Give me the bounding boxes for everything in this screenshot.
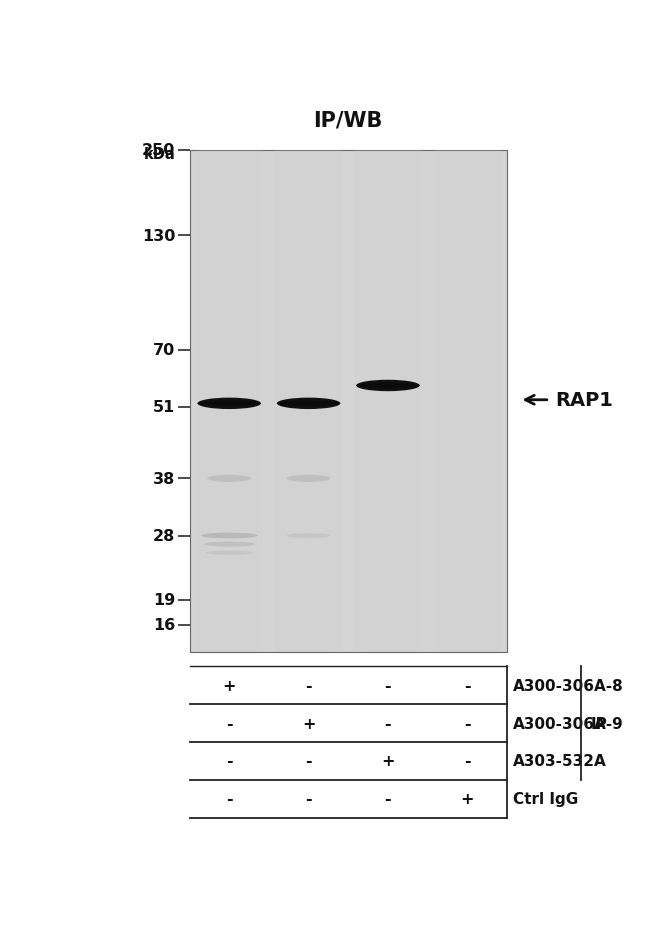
Ellipse shape <box>356 380 420 392</box>
Bar <box>205 150 221 653</box>
Ellipse shape <box>203 542 255 547</box>
Bar <box>348 150 364 653</box>
Text: IP: IP <box>591 716 607 730</box>
Text: +: + <box>381 754 395 768</box>
Ellipse shape <box>356 385 420 387</box>
Text: -: - <box>226 716 233 730</box>
Ellipse shape <box>198 402 261 405</box>
Text: 250: 250 <box>142 143 176 158</box>
Text: -: - <box>464 716 471 730</box>
Ellipse shape <box>205 551 253 555</box>
Bar <box>475 150 491 653</box>
Text: IP/WB: IP/WB <box>313 110 383 131</box>
Text: +: + <box>302 716 315 730</box>
Ellipse shape <box>277 402 341 405</box>
Ellipse shape <box>198 400 261 407</box>
Bar <box>317 150 332 653</box>
Bar <box>428 150 443 653</box>
Bar <box>332 150 348 653</box>
Ellipse shape <box>201 533 258 539</box>
Bar <box>354 150 422 653</box>
Text: 51: 51 <box>153 400 176 415</box>
Text: Ctrl IgG: Ctrl IgG <box>513 792 578 806</box>
Text: A300-306A-9: A300-306A-9 <box>513 716 624 730</box>
Text: -: - <box>306 678 312 693</box>
Bar <box>269 150 285 653</box>
Bar <box>190 150 507 653</box>
Text: +: + <box>460 792 474 806</box>
Ellipse shape <box>277 399 341 410</box>
Bar <box>196 150 263 653</box>
Text: 19: 19 <box>153 592 176 608</box>
Text: -: - <box>385 716 391 730</box>
Text: A300-306A-8: A300-306A-8 <box>513 678 624 693</box>
Text: -: - <box>464 678 471 693</box>
Bar <box>380 150 396 653</box>
Bar <box>301 150 317 653</box>
Bar <box>285 150 301 653</box>
Text: -: - <box>306 792 312 806</box>
Ellipse shape <box>198 399 261 410</box>
Ellipse shape <box>356 383 420 389</box>
Bar <box>275 150 343 653</box>
Bar <box>237 150 253 653</box>
Bar <box>460 150 475 653</box>
Bar <box>221 150 237 653</box>
Text: RAP1: RAP1 <box>554 391 613 410</box>
Ellipse shape <box>287 476 330 482</box>
Text: kDa: kDa <box>144 147 176 162</box>
Text: -: - <box>226 792 233 806</box>
Text: 16: 16 <box>153 617 176 632</box>
Text: 38: 38 <box>153 471 176 487</box>
Text: -: - <box>464 754 471 768</box>
Bar <box>364 150 380 653</box>
Text: 130: 130 <box>142 229 176 244</box>
Text: -: - <box>385 678 391 693</box>
Bar <box>411 150 428 653</box>
Text: -: - <box>385 792 391 806</box>
Ellipse shape <box>287 533 330 539</box>
Bar <box>396 150 411 653</box>
Bar <box>253 150 269 653</box>
Text: 70: 70 <box>153 343 176 358</box>
Ellipse shape <box>207 476 251 482</box>
Text: -: - <box>306 754 312 768</box>
Bar <box>190 150 205 653</box>
Text: 28: 28 <box>153 528 176 543</box>
Ellipse shape <box>277 400 341 407</box>
Text: +: + <box>222 678 236 693</box>
Text: A303-532A: A303-532A <box>513 754 606 768</box>
Text: -: - <box>226 754 233 768</box>
Bar <box>434 150 501 653</box>
Bar <box>443 150 460 653</box>
Bar <box>491 150 507 653</box>
